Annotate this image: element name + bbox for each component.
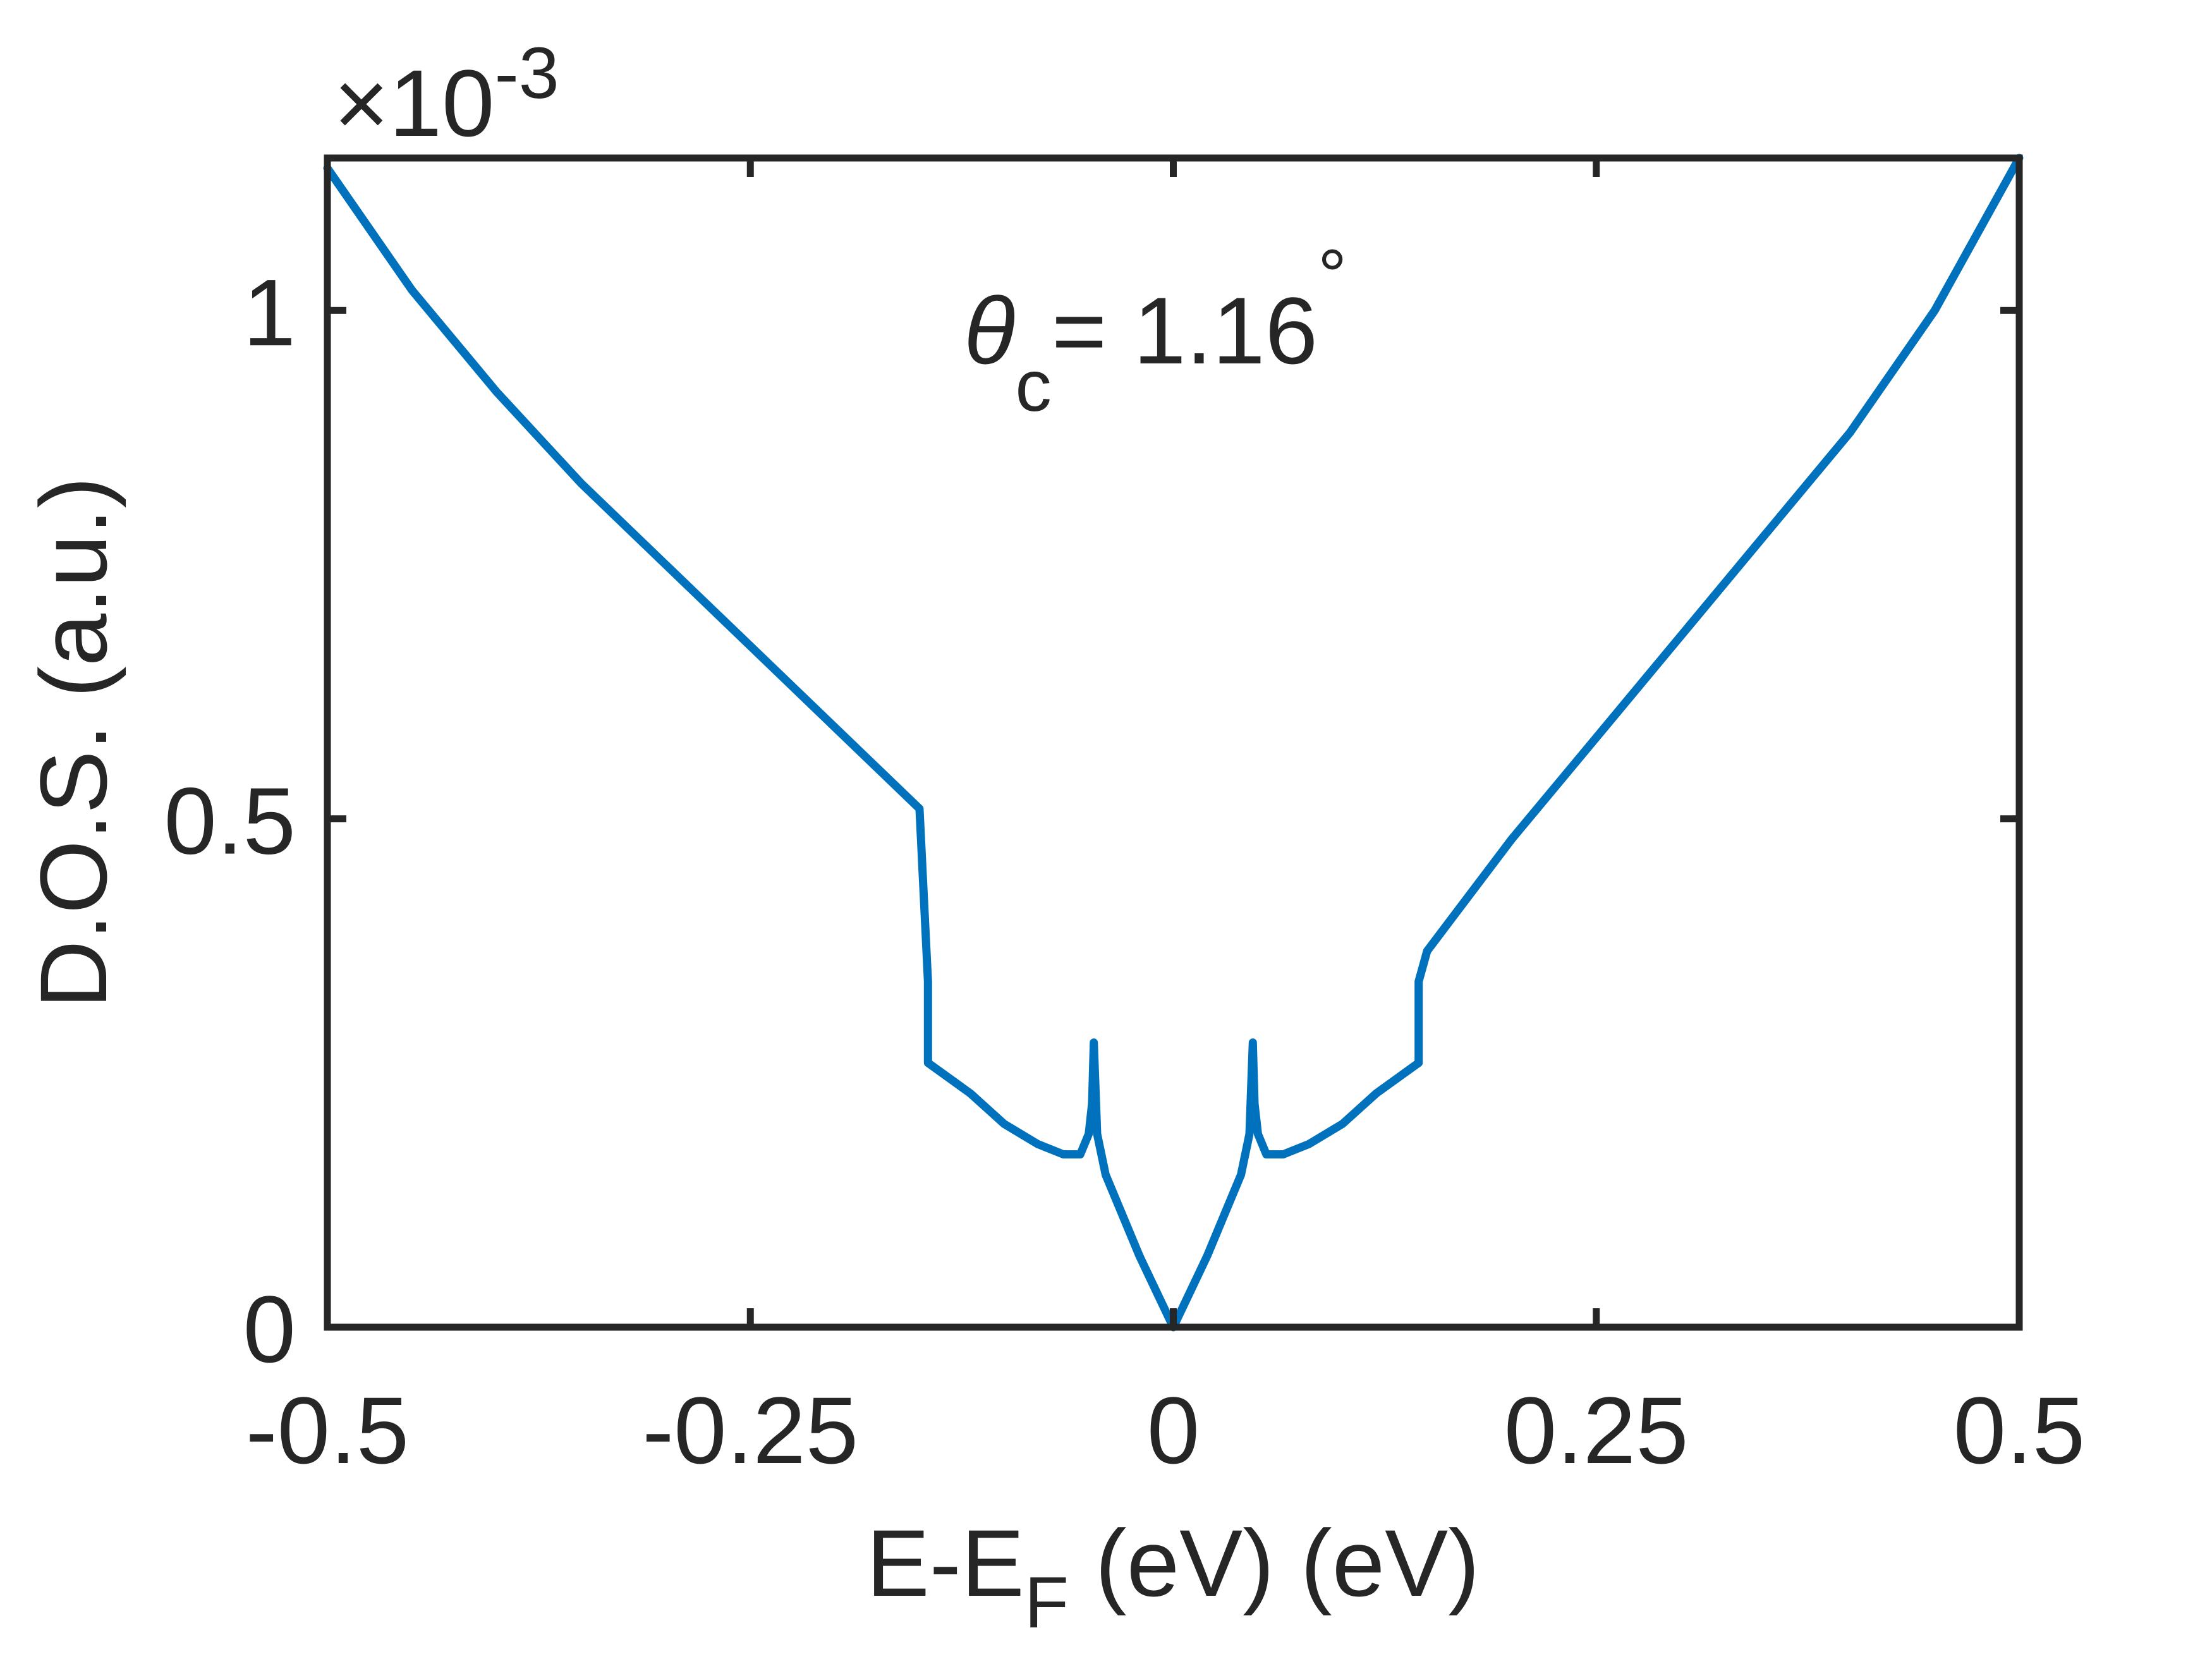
y-tick-label-2: 1 [243,259,296,365]
y-tick-label-0: 0 [243,1276,296,1382]
x-axis-label: E-EF (eV) (eV) [866,1510,1480,1643]
ticks-layer [324,158,2023,1331]
y-axis-label: D.O.S. (a.u.) [20,477,126,1009]
y-exponent-label: ×10-3 [334,33,559,156]
x-tick-label-4: 0.5 [1954,1377,2086,1483]
x-tick-label-0: -0.5 [246,1377,409,1483]
y-tick-label-1: 0.5 [164,768,296,874]
x-tick-label-1: -0.25 [642,1377,858,1483]
tick-labels-layer: -0.5 -0.25 0 0.25 0.5 0 0.5 1 [164,259,2085,1483]
x-tick-label-3: 0.25 [1504,1377,1689,1483]
x-tick-label-2: 0 [1147,1377,1200,1483]
angle-annotation: θc= 1.16° [964,235,1347,427]
